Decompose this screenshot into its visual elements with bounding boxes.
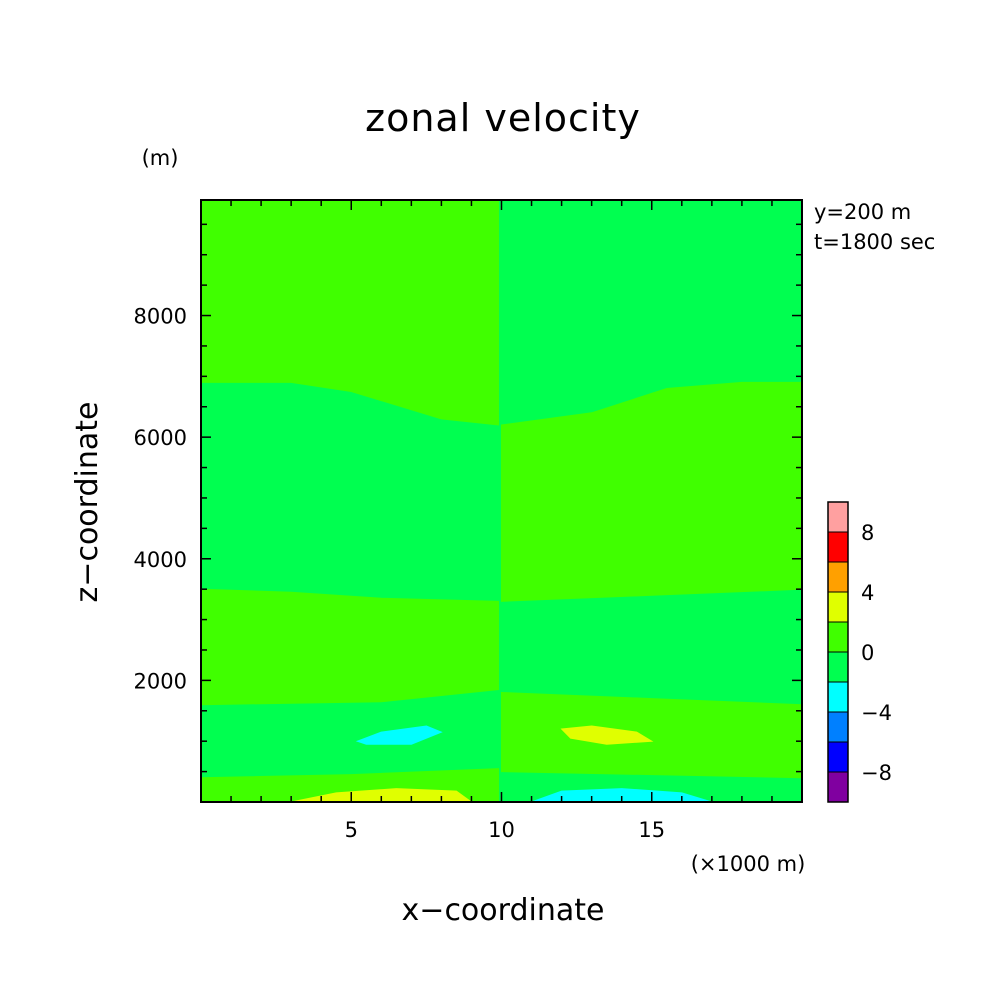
annotation-y-position: y=200 m — [814, 200, 911, 224]
contour-region — [355, 725, 443, 745]
colorbar-frame — [827, 501, 849, 803]
x-unit-label: (×1000 m) — [691, 852, 806, 876]
colorbar-tick-label: −8 — [861, 761, 892, 785]
contour-region — [501, 691, 803, 779]
colorbar-tick-label: 4 — [861, 581, 874, 605]
x-tick-label: 15 — [638, 818, 665, 842]
colorbar-swatch — [827, 741, 849, 773]
colorbar-swatch — [827, 621, 849, 653]
y-axis-label: z−coordinate — [70, 402, 105, 603]
colorbar-swatch — [827, 531, 849, 563]
colorbar-tick-label: −4 — [861, 701, 892, 725]
contour-regions — [200, 199, 803, 803]
axis-ticks — [200, 200, 803, 802]
x-tick-label: 5 — [345, 818, 358, 842]
chart-title: zonal velocity — [365, 96, 641, 140]
x-axis-label: x−coordinate — [402, 893, 605, 928]
colorbar-swatch — [827, 651, 849, 683]
contour-region — [560, 725, 654, 745]
annotation-time: t=1800 sec — [814, 230, 935, 254]
y-tick-label: 4000 — [134, 548, 187, 572]
colorbar-swatch — [827, 591, 849, 623]
colorbar-tick-label: 8 — [861, 521, 874, 545]
plot-area — [200, 199, 803, 803]
colorbar-tick-label: 0 — [861, 641, 874, 665]
contour-region — [200, 588, 499, 706]
y-unit-label: (m) — [142, 146, 179, 170]
x-tick-label: 10 — [488, 818, 515, 842]
y-tick-label: 2000 — [134, 669, 187, 693]
contour-region — [200, 199, 499, 426]
colorbar-swatch — [827, 501, 849, 533]
colorbar-swatch — [827, 561, 849, 593]
colorbar-swatch — [827, 771, 849, 803]
colorbar-swatch — [827, 711, 849, 743]
y-tick-label: 6000 — [134, 426, 187, 450]
y-tick-label: 8000 — [134, 305, 187, 329]
colorbar — [827, 501, 849, 803]
colorbar-swatch — [827, 681, 849, 713]
